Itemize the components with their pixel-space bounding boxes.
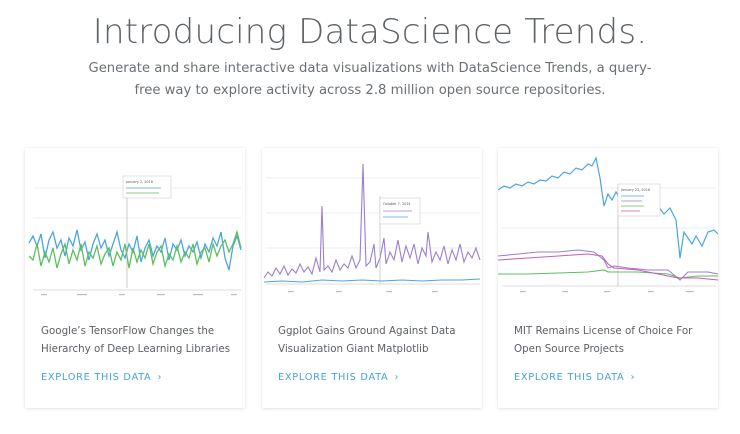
explore-link[interactable]: EXPLORE THIS DATA › bbox=[514, 372, 635, 383]
card-title[interactable]: MIT Remains License of Choice For Open S… bbox=[514, 325, 693, 355]
article-card-mit-license[interactable]: January 23, 2016 MIT Remains License of … bbox=[498, 148, 718, 408]
article-card-ggplot[interactable]: October 7, 2014 Ggplot Gains Ground Agai… bbox=[262, 148, 482, 408]
page-title: Introducing DataScience Trends. bbox=[92, 12, 648, 52]
chart-series-blue bbox=[28, 229, 242, 271]
explore-link[interactable]: EXPLORE THIS DATA › bbox=[278, 372, 399, 383]
chart-series-green bbox=[28, 229, 242, 269]
card-chart-thumbnail: January 23, 2016 bbox=[498, 148, 718, 298]
chevron-right-icon: › bbox=[157, 372, 163, 383]
chart-series-purple bbox=[498, 249, 718, 281]
explore-label: EXPLORE THIS DATA bbox=[514, 372, 625, 383]
chart-tooltip-date: January 2, 2016 bbox=[125, 180, 153, 184]
card-title[interactable]: Google’s TensorFlow Changes the Hierarch… bbox=[41, 325, 231, 355]
card-title[interactable]: Ggplot Gains Ground Against Data Visuali… bbox=[278, 325, 456, 355]
chart-series-purple bbox=[263, 163, 481, 279]
chart-series-green bbox=[498, 269, 718, 279]
chart-tooltip-date: October 7, 2014 bbox=[383, 202, 411, 206]
chevron-right-icon: › bbox=[630, 372, 636, 383]
chevron-right-icon: › bbox=[394, 372, 400, 383]
card-chart-thumbnail: January 2, 2016 bbox=[25, 148, 245, 298]
card-chart-thumbnail: October 7, 2014 bbox=[262, 148, 482, 298]
explore-label: EXPLORE THIS DATA bbox=[278, 372, 389, 383]
article-card-tensorflow[interactable]: January 2, 2016 Google’s TensorFlow Chan… bbox=[25, 148, 245, 408]
explore-label: EXPLORE THIS DATA bbox=[41, 372, 152, 383]
page-subtitle: Generate and share interactive data visu… bbox=[88, 61, 652, 98]
chart-series-blue bbox=[263, 278, 481, 283]
explore-link[interactable]: EXPLORE THIS DATA › bbox=[41, 372, 162, 383]
chart-series-magenta bbox=[498, 253, 718, 281]
chart-tooltip-date: January 23, 2016 bbox=[620, 188, 650, 192]
chart-series-blue bbox=[498, 156, 718, 259]
